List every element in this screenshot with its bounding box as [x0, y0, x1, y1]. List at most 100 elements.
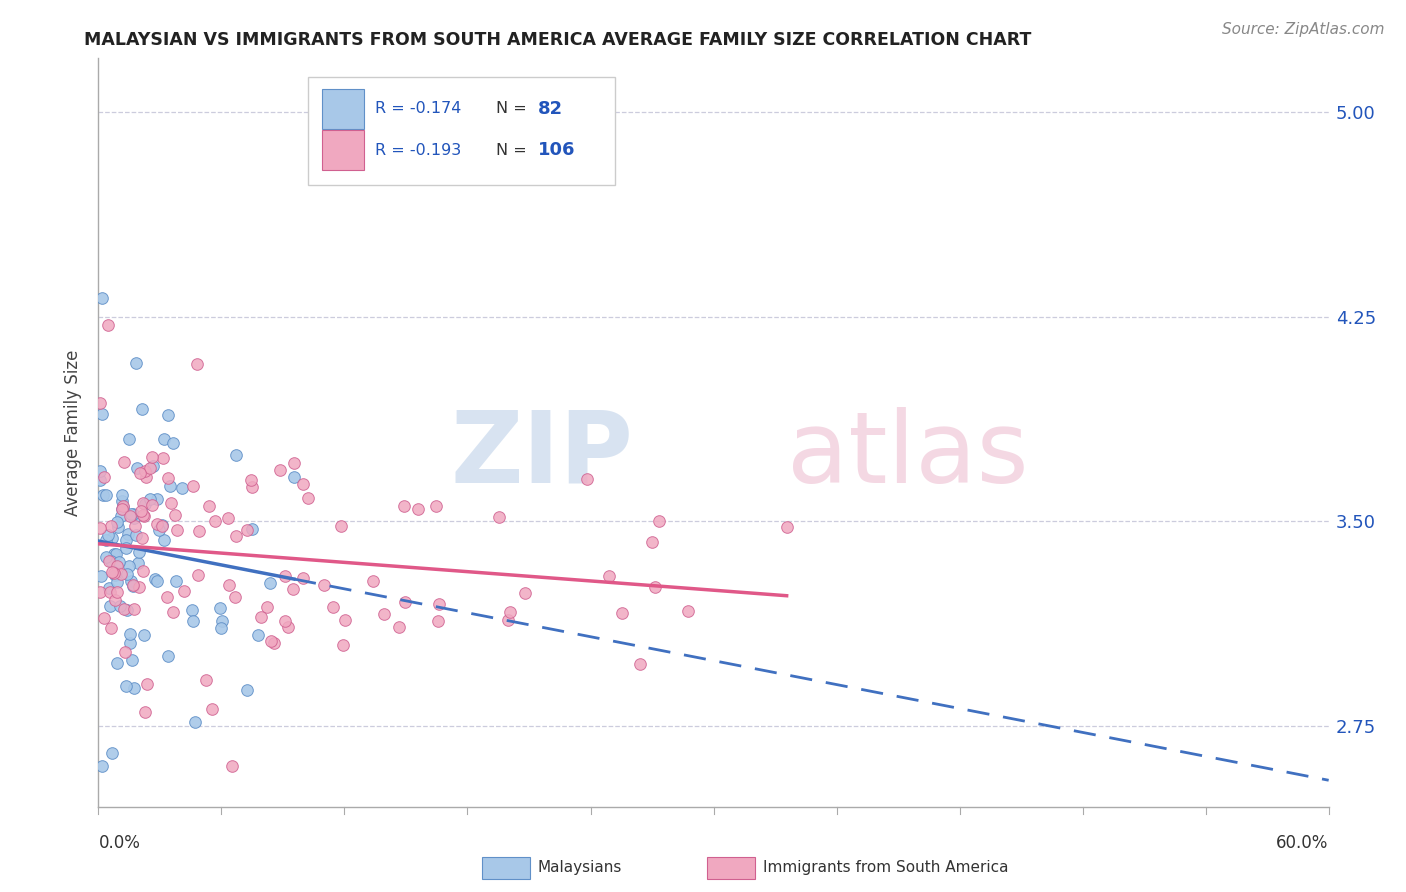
Point — [291, 476, 314, 491]
Point — [104, 547, 127, 561]
FancyBboxPatch shape — [322, 88, 364, 129]
Point — [134, 705, 156, 719]
Point — [103, 566, 125, 581]
Point — [598, 569, 620, 583]
Text: ZIP: ZIP — [451, 407, 634, 504]
Point — [107, 555, 129, 569]
Point — [132, 496, 155, 510]
Point — [143, 572, 166, 586]
Text: atlas: atlas — [787, 407, 1029, 504]
Point — [775, 519, 797, 533]
Point — [105, 574, 128, 589]
Point — [186, 568, 208, 582]
Point — [118, 559, 141, 574]
Point — [111, 500, 134, 515]
Point — [120, 574, 142, 589]
Point — [134, 628, 156, 642]
Point — [94, 533, 117, 547]
Point — [98, 585, 121, 599]
Point — [131, 564, 153, 578]
Point — [115, 679, 138, 693]
Point — [209, 621, 232, 635]
Point — [89, 464, 111, 478]
Point — [392, 499, 415, 513]
Point — [122, 578, 145, 592]
Point — [240, 522, 263, 536]
Point — [107, 585, 129, 599]
Point — [97, 582, 120, 596]
Point — [648, 514, 671, 528]
Point — [156, 590, 179, 604]
Point — [105, 515, 128, 529]
Point — [225, 529, 247, 543]
Point — [426, 614, 449, 628]
Point — [122, 602, 145, 616]
Point — [180, 602, 202, 616]
Point — [100, 621, 122, 635]
Point — [114, 644, 136, 658]
Text: 82: 82 — [537, 100, 562, 118]
Point — [104, 593, 127, 607]
Point — [628, 657, 651, 671]
Point — [97, 527, 120, 541]
Point — [291, 571, 314, 585]
Point — [129, 504, 152, 518]
Point — [150, 518, 173, 533]
Point — [641, 535, 664, 549]
Point — [89, 584, 111, 599]
Point — [107, 519, 129, 533]
Point — [118, 432, 141, 446]
Point — [312, 578, 335, 592]
Point — [135, 470, 157, 484]
Point — [104, 568, 127, 582]
Point — [118, 635, 141, 649]
Point — [129, 466, 152, 480]
Point — [239, 473, 262, 487]
Point — [139, 491, 162, 506]
Point — [208, 600, 231, 615]
Point — [115, 541, 138, 555]
Point — [141, 450, 163, 464]
Text: R = -0.193: R = -0.193 — [375, 143, 461, 158]
Point — [89, 473, 111, 487]
Point — [112, 455, 135, 469]
Point — [114, 533, 136, 547]
Point — [159, 479, 181, 493]
Point — [515, 585, 537, 599]
Point — [122, 507, 145, 521]
Point — [131, 401, 153, 416]
Point — [224, 590, 246, 604]
Point — [142, 458, 165, 473]
Point — [332, 638, 354, 652]
Text: Source: ZipAtlas.com: Source: ZipAtlas.com — [1222, 22, 1385, 37]
Point — [187, 524, 209, 539]
Point — [236, 682, 259, 697]
Point — [103, 547, 125, 561]
Point — [152, 451, 174, 466]
Point — [256, 599, 278, 614]
Point — [111, 494, 134, 508]
Point — [373, 607, 395, 621]
Point — [110, 509, 132, 524]
Point — [333, 613, 356, 627]
Point — [160, 496, 183, 510]
Point — [198, 500, 221, 514]
Point — [157, 471, 180, 485]
Point — [146, 574, 169, 589]
Point — [145, 492, 167, 507]
Point — [163, 508, 186, 522]
Point — [269, 463, 291, 477]
Point — [181, 479, 204, 493]
Point — [283, 469, 305, 483]
Point — [162, 435, 184, 450]
Point — [120, 626, 142, 640]
Point — [218, 578, 240, 592]
Point — [101, 531, 124, 545]
Point — [112, 602, 135, 616]
Point — [388, 620, 411, 634]
Point — [170, 482, 193, 496]
Point — [111, 488, 134, 502]
Point — [101, 566, 124, 580]
Point — [93, 611, 115, 625]
Text: N =: N = — [496, 143, 526, 158]
